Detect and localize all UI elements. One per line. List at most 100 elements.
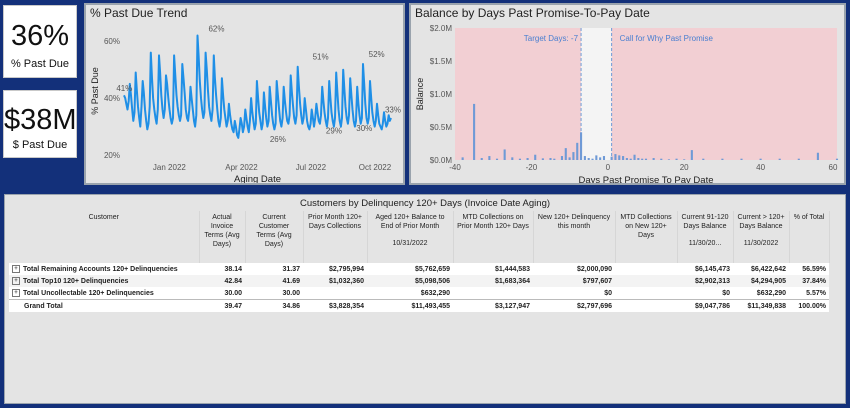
bar: [778, 158, 781, 160]
customer-cell: Grand Total: [9, 300, 199, 313]
x-tick-label: 0: [606, 163, 611, 172]
bar: [683, 159, 686, 160]
value-cell: $0: [722, 289, 730, 297]
value-cell: $1,683,364: [494, 277, 530, 285]
value-cell: $2,902,313: [694, 277, 730, 285]
value-cell: $9,047,786: [694, 302, 730, 310]
grand-total-row[interactable]: Grand Total 39.47 34.86 $3,828,354 $11,493,4…: [9, 299, 829, 313]
table-row[interactable]: + Total Top10 120+ Delinquencies 42.84 41.6…: [9, 275, 829, 287]
y-tick-label: $0.5M: [430, 123, 453, 132]
value-cell: 39.47: [224, 302, 242, 310]
value-cell: $5,098,506: [414, 277, 450, 285]
bar: [576, 142, 579, 160]
bar: [667, 159, 670, 160]
kpi-value: 36%: [10, 20, 70, 52]
column-header-label: % of Total: [793, 214, 825, 221]
bar: [495, 158, 499, 160]
value-cell: $6,422,642: [750, 265, 786, 273]
column-header[interactable]: % of Total: [789, 211, 830, 263]
bar: [583, 156, 586, 160]
value-cell: [615, 263, 677, 275]
bar: [610, 156, 613, 160]
y-tick-label: $1.0M: [430, 90, 453, 99]
customer-label: Total Remaining Accounts 120+ Delinquenc…: [23, 265, 178, 273]
table-row[interactable]: + Total Remaining Accounts 120+ Delinquen…: [9, 263, 829, 275]
bar: [702, 158, 705, 160]
past-promise-zone: [611, 28, 837, 160]
x-tick-label: Jan 2022: [153, 163, 186, 172]
bar: [652, 158, 655, 160]
x-tick-label: 20: [680, 163, 689, 172]
value-cell: 30.00: [282, 289, 300, 297]
column-header[interactable]: Prior Month 120+ Days Collections: [303, 211, 368, 263]
bar: [644, 158, 648, 160]
data-label: 41%: [116, 84, 132, 93]
expand-icon[interactable]: +: [12, 277, 20, 285]
data-label: 26%: [270, 135, 286, 144]
value-cell: $632,290: [756, 289, 786, 297]
balance-by-days-panel[interactable]: Balance by Days Past Promise-To-Pay Date…: [409, 3, 846, 185]
data-label: 51%: [313, 53, 329, 62]
customer-cell: + Total Uncollectable 120+ Delinquencies: [9, 287, 199, 300]
bar: [560, 156, 564, 160]
value-cell: 34.86: [282, 302, 300, 310]
column-header[interactable]: Actual Invoice Terms (Avg Days): [199, 211, 246, 263]
bar: [740, 158, 743, 160]
bar: [641, 158, 644, 160]
x-tick-label: Jul 2022: [296, 163, 327, 172]
value-cell: $11,349,838: [747, 302, 786, 310]
balance-by-days-chart[interactable]: Target Days: -7 Call for Why Past Promise…: [411, 5, 844, 183]
x-axis-label: Aging Date: [234, 174, 281, 183]
customer-label: Grand Total: [24, 302, 63, 310]
bar: [518, 158, 521, 160]
target-days-label: Target Days: -7: [524, 34, 579, 43]
expand-icon[interactable]: +: [12, 289, 20, 297]
delinquency-table-panel[interactable]: Customers by Delinquency 120+ Days (Invo…: [4, 194, 846, 404]
table-row[interactable]: + Total Uncollectable 120+ Delinquencies 3…: [9, 287, 829, 300]
x-axis-label: Days Past Promise To Pay Date: [579, 175, 714, 183]
data-label: 52%: [369, 50, 385, 59]
value-cell: [303, 287, 367, 300]
data-label: 33%: [385, 105, 401, 114]
bar: [480, 158, 483, 160]
column-header[interactable]: MTD Collections on New 120+ Days: [615, 211, 678, 263]
kpi-card-dollar-past-due[interactable]: $38M $ Past Due: [3, 90, 77, 158]
value-cell: $5,762,659: [414, 265, 450, 273]
bar: [461, 157, 464, 160]
y-tick-label: $1.5M: [430, 57, 453, 66]
column-header[interactable]: Current 91-120 Days Balance 11/30/20...: [677, 211, 734, 263]
column-header-date: 11/30/2022: [743, 240, 779, 247]
value-cell: 5.57%: [806, 289, 826, 297]
column-header[interactable]: Customer: [9, 211, 200, 263]
value-cell: $0: [604, 289, 612, 297]
bar: [541, 158, 544, 160]
kpi-card-pct-past-due[interactable]: 36% % Past Due: [3, 5, 77, 78]
bar: [503, 149, 506, 160]
column-header[interactable]: Current > 120+ Days Balance 11/30/2022: [733, 211, 790, 263]
past-due-trend-panel[interactable]: % Past Due Trend 60% 40% 20% Jan 2022 Apr 20…: [84, 3, 405, 185]
column-header[interactable]: New 120+ Delinquency this month: [533, 211, 616, 263]
column-header-label: Prior Month 120+ Days Collections: [308, 214, 362, 230]
column-header-date: 10/31/2022: [392, 240, 428, 247]
column-header[interactable]: MTD Collections on Prior Month 120+ Days: [453, 211, 534, 263]
bar: [816, 152, 819, 160]
bar: [614, 154, 617, 160]
column-header[interactable]: Current Customer Terms (Avg Days): [245, 211, 304, 263]
column-header[interactable]: Aged 120+ Balance to End of Prior Month 1…: [367, 211, 454, 263]
y-tick-label: $0.0M: [430, 156, 453, 165]
bar: [511, 157, 514, 160]
bar: [526, 158, 529, 160]
value-cell: $2,000,090: [576, 265, 612, 273]
bar: [580, 132, 583, 160]
x-tick-label: Apr 2022: [225, 163, 258, 172]
table-title: Customers by Delinquency 120+ Days (Invo…: [299, 198, 551, 209]
value-cell: 41.69: [282, 277, 300, 285]
bar: [618, 155, 621, 160]
column-header-label: Current 91-120 Days Balance: [681, 214, 729, 230]
bar: [591, 158, 594, 160]
value-cell: $11,493,455: [411, 302, 450, 310]
value-cell: $6,145,473: [694, 265, 730, 273]
expand-icon[interactable]: +: [12, 265, 20, 273]
trend-line: [123, 34, 392, 139]
past-due-trend-chart[interactable]: 60% 40% 20% Jan 2022 Apr 2022 Jul 2022 Oct 202…: [86, 5, 403, 183]
